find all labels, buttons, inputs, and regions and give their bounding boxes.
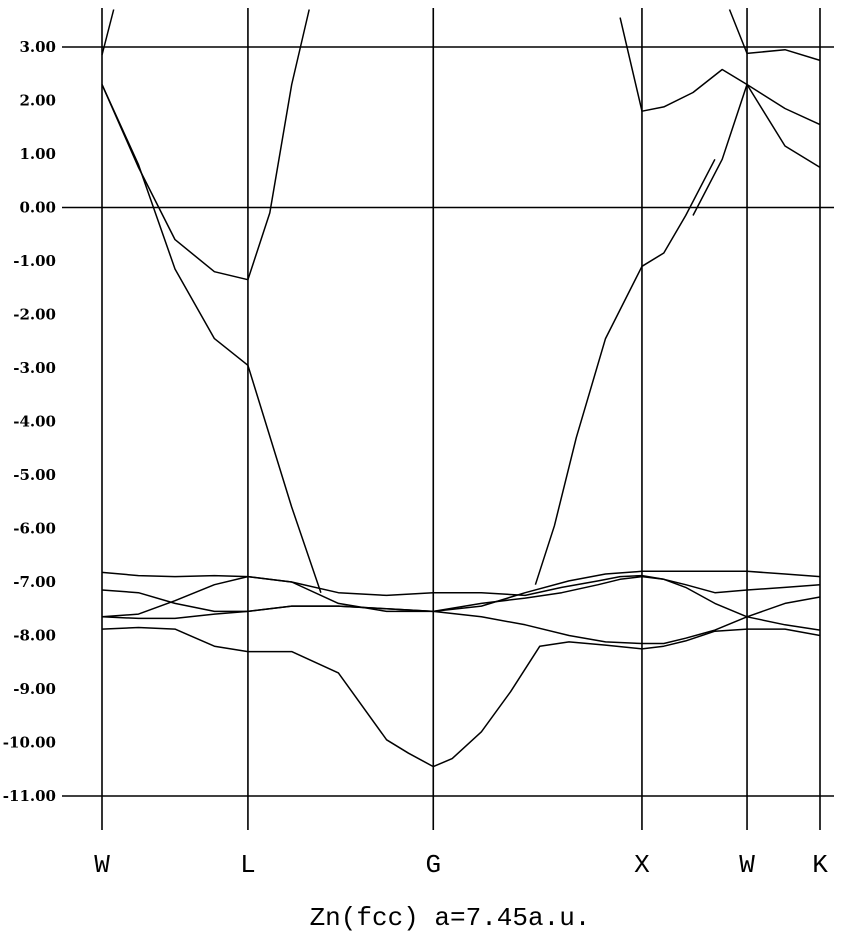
- k-point-lines: [62, 8, 834, 830]
- k-point-label: W: [739, 850, 755, 880]
- y-tick-label: -9.00: [13, 680, 56, 698]
- band-line: [619, 17, 821, 126]
- chart-title: Zn(fcc) a=7.45a.u.: [310, 903, 591, 933]
- band-line: [692, 83, 821, 216]
- y-tick-label: -5.00: [13, 466, 56, 484]
- band-line: [101, 9, 115, 56]
- k-point-label: K: [812, 850, 828, 880]
- y-tick-label: -6.00: [13, 520, 56, 538]
- band-line: [101, 605, 821, 645]
- y-tick-label: -7.00: [13, 573, 56, 591]
- y-tick-label: 0.00: [19, 199, 56, 217]
- k-point-label: X: [634, 850, 650, 880]
- band-line: [728, 9, 821, 62]
- k-point-label: G: [425, 850, 441, 880]
- band-line: [101, 575, 821, 618]
- band-line: [101, 84, 322, 593]
- y-tick-labels: 3.00 2.00 1.00 0.00 -1.00 -2.00 -3.00 -4.00 -5.0…: [3, 38, 56, 805]
- y-tick-label: 3.00: [19, 38, 56, 56]
- y-tick-label: 1.00: [19, 145, 56, 163]
- y-tick-label: -2.00: [13, 306, 56, 324]
- y-tick-label: -8.00: [13, 627, 56, 645]
- band-line: [101, 9, 310, 281]
- y-tick-label: -1.00: [13, 252, 56, 270]
- band-line: [101, 626, 821, 768]
- band-line: [101, 570, 821, 613]
- band-lines: [101, 9, 821, 768]
- y-tick-label: -10.00: [3, 734, 56, 752]
- k-point-label: L: [240, 850, 256, 880]
- y-tick-label: -11.00: [3, 787, 56, 805]
- band-line: [101, 574, 821, 618]
- y-tick-label: -4.00: [13, 413, 56, 431]
- y-tick-label: -3.00: [13, 359, 56, 377]
- band-line: [534, 158, 716, 585]
- y-tick-label: 2.00: [19, 92, 56, 110]
- k-point-label: W: [94, 850, 110, 880]
